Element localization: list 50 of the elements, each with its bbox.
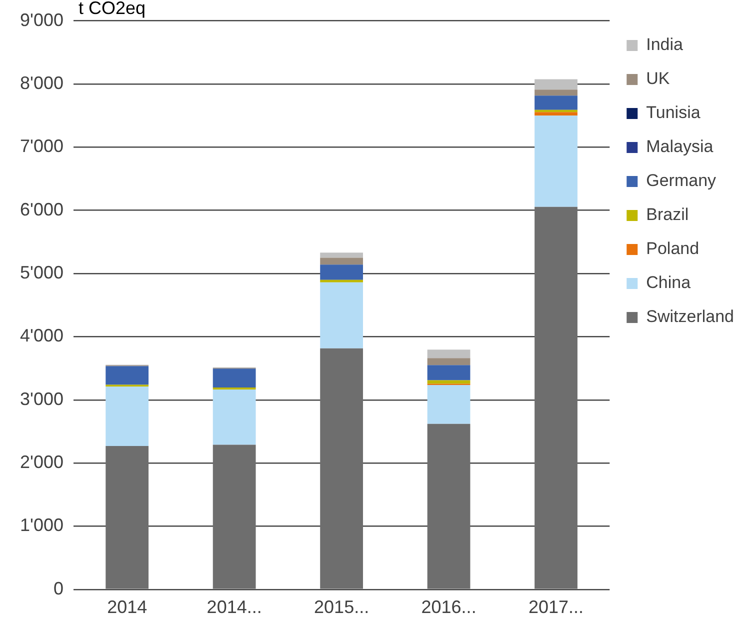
y-tick-label: 4'000 [20, 326, 64, 346]
bar [534, 206, 578, 589]
bar [212, 444, 256, 589]
bar [320, 282, 363, 348]
bar [534, 96, 578, 110]
bar [212, 389, 256, 445]
x-tick-label: 2017... [528, 597, 584, 618]
bar [106, 446, 149, 589]
legend-label: UK [646, 69, 670, 88]
legend-label: Brazil [646, 205, 689, 224]
y-tick-label: 5'000 [20, 262, 64, 282]
bar [427, 358, 470, 366]
x-tick-label: 2014... [206, 597, 262, 618]
bar [427, 365, 470, 380]
bar [534, 90, 578, 96]
y-tick-label: 2'000 [20, 452, 64, 472]
x-tick-label: 2015... [314, 597, 370, 618]
bar [427, 350, 470, 358]
bar [427, 385, 470, 424]
bar [534, 79, 578, 90]
legend-label: Poland [646, 239, 700, 258]
y-axis-title: t CO2eq [78, 0, 146, 18]
bar [320, 280, 363, 282]
y-tick-label: 9'000 [20, 10, 64, 30]
bar [106, 366, 149, 385]
legend-label: Switzerland [646, 307, 734, 326]
bar [427, 424, 470, 589]
legend-label: Germany [646, 171, 717, 190]
legend-label: Malaysia [646, 137, 714, 156]
y-tick-label: 6'000 [20, 199, 64, 220]
x-tick-label: 2014 [107, 597, 148, 618]
y-tick-label: 8'000 [20, 72, 64, 93]
y-tick-label: 0 [53, 578, 64, 598]
bar [320, 252, 363, 258]
bar [212, 368, 256, 388]
bar [534, 112, 578, 116]
y-tick-label: 3'000 [20, 388, 64, 409]
bar [534, 116, 578, 207]
legend-label: India [646, 35, 684, 54]
bar [427, 380, 470, 384]
bar [106, 386, 149, 446]
bar [320, 258, 363, 265]
legend-label: Tunisia [646, 103, 701, 122]
x-tick-label: 2016... [421, 597, 476, 618]
bar [534, 110, 578, 112]
bar [320, 348, 363, 589]
bar [320, 264, 363, 280]
y-tick-label: 1'000 [20, 515, 64, 536]
legend-label: China [646, 273, 692, 292]
y-tick-label: 7'000 [20, 136, 64, 156]
